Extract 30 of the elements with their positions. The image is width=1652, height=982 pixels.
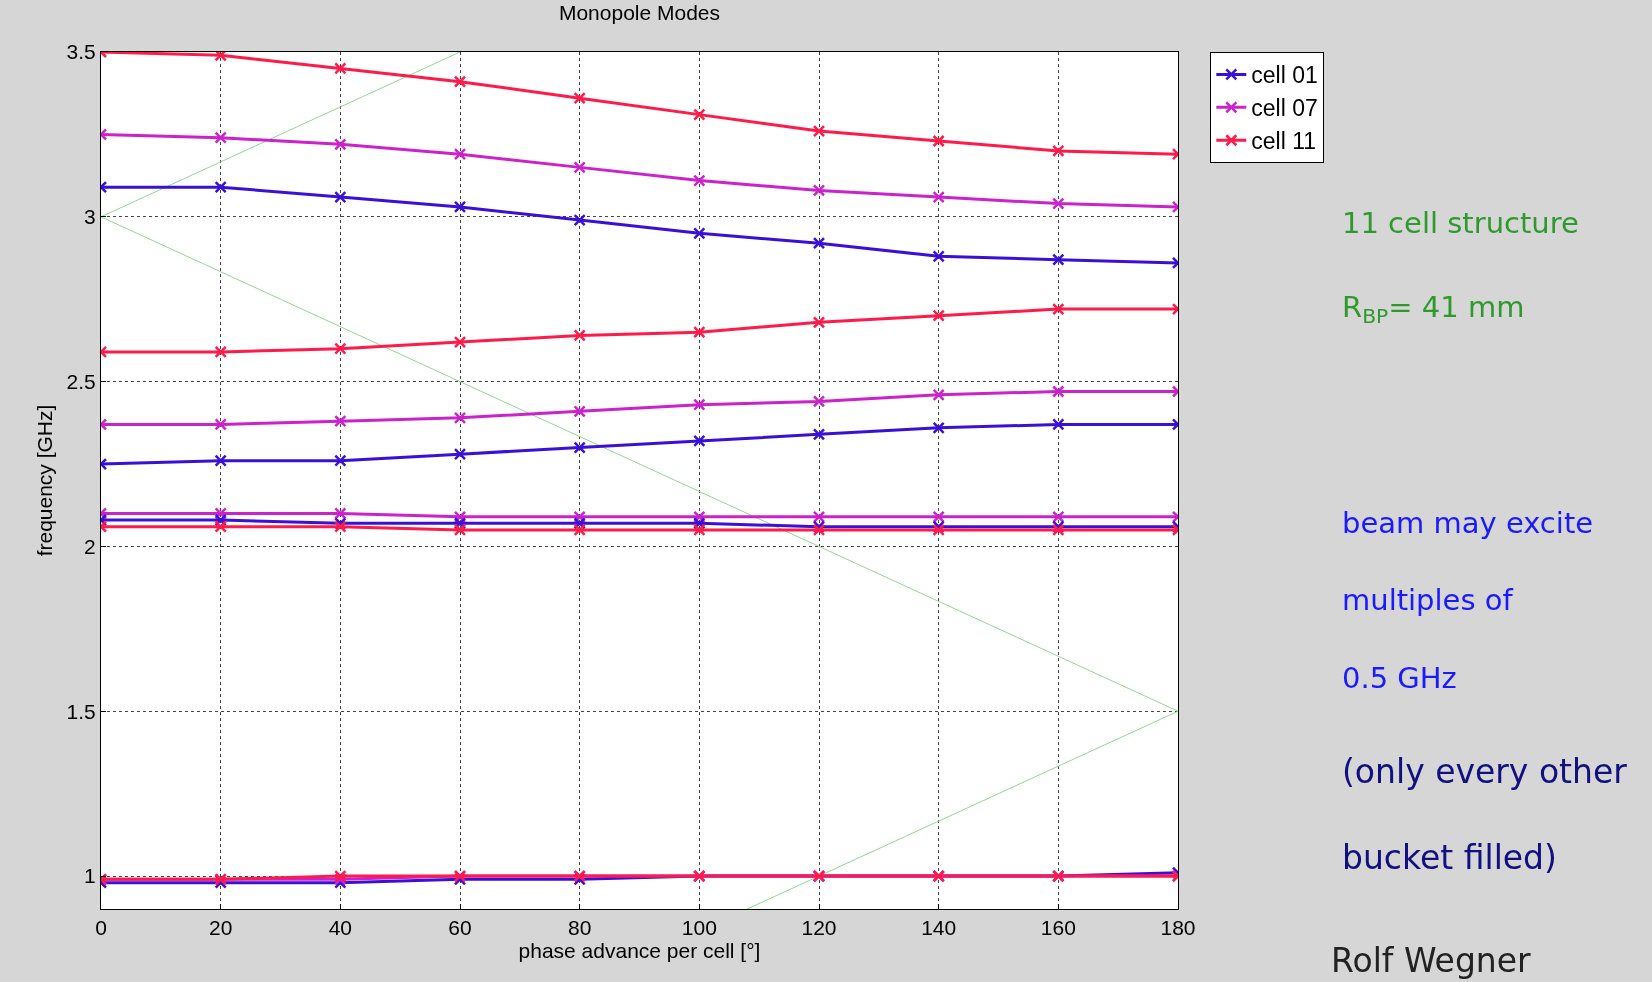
x-tick-label: 180	[1160, 916, 1196, 940]
y-tick-label: 2	[84, 534, 96, 558]
y-tick-label: 1	[84, 864, 96, 888]
x-tick-label: 100	[681, 916, 717, 940]
legend-label: cell 07	[1251, 95, 1318, 122]
chart-title: Monopole Modes	[558, 0, 721, 24]
text: (only every other	[1342, 752, 1628, 791]
text: 11 cell structure	[1342, 206, 1579, 240]
y-tick-label: 3.5	[66, 40, 96, 64]
text: beam may excite	[1342, 506, 1594, 540]
y-axis-title: frequency [GHz]	[32, 404, 56, 557]
x-tick-label: 0	[95, 916, 107, 940]
x-tick-label: 20	[208, 916, 233, 940]
text: R$_{BP}$= 41 mm	[1342, 290, 1525, 329]
text: multiples of	[1342, 583, 1514, 617]
x-tick-label: 120	[801, 916, 837, 940]
legend-label: cell 01	[1251, 62, 1318, 89]
text: bucket filled)	[1342, 838, 1557, 877]
x-tick-label: 160	[1040, 916, 1076, 940]
text: Rolf Wegner	[1331, 941, 1532, 980]
x-tick-label: 40	[328, 916, 353, 940]
text: 0.5 GHz	[1342, 661, 1457, 695]
y-tick-label: 2.5	[66, 369, 96, 393]
x-tick-label: 140	[921, 916, 957, 940]
x-tick-label: 60	[448, 916, 472, 940]
x-tick-label: 80	[567, 916, 592, 940]
y-tick-label: 1.5	[66, 699, 96, 723]
y-tick-label: 3	[84, 205, 96, 229]
legend-label: cell 11	[1251, 128, 1317, 155]
x-axis-title: phase advance per cell [°]	[518, 939, 761, 963]
